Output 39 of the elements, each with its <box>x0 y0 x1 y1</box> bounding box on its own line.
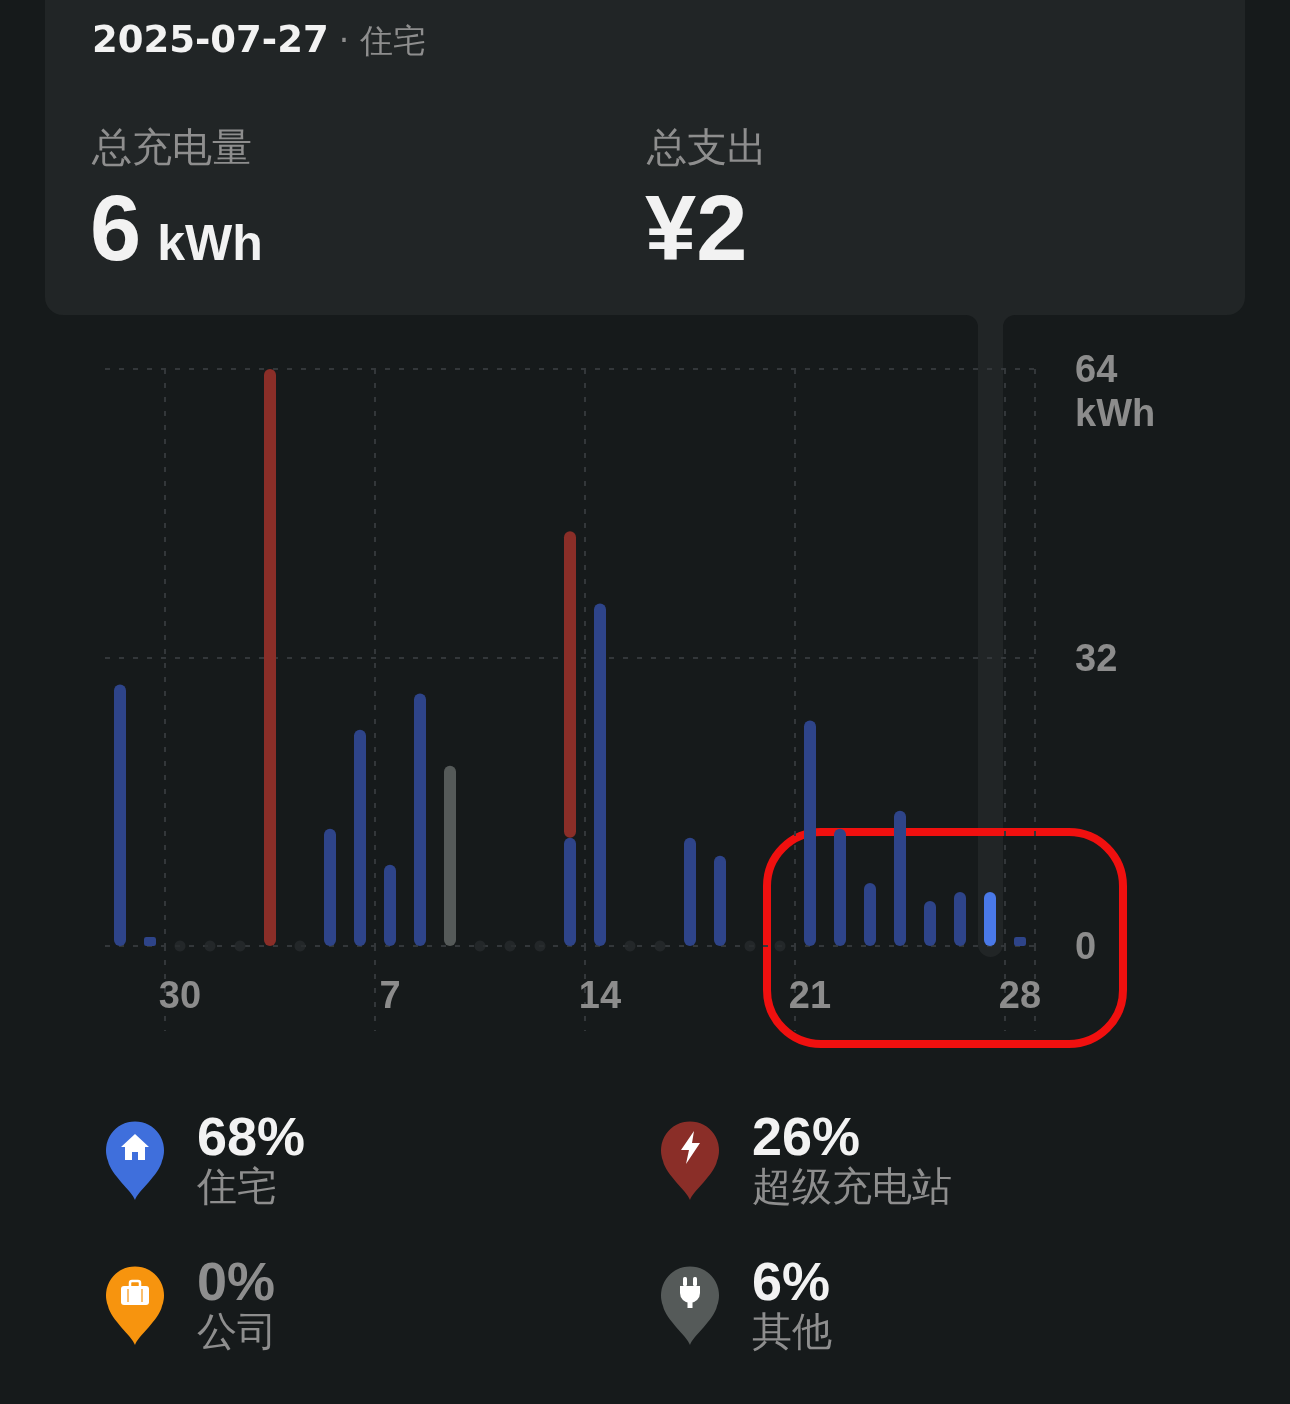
bar <box>834 828 846 946</box>
bar <box>894 810 906 946</box>
bar <box>984 891 996 946</box>
bar <box>324 828 336 946</box>
text: 2025-07-27 <box>92 18 329 62</box>
y-tick-label: 32 <box>1075 636 1118 679</box>
bar <box>924 900 936 946</box>
bar <box>684 837 696 946</box>
bar <box>414 693 426 946</box>
text: kWh <box>157 215 263 273</box>
text: 68% <box>197 1105 306 1166</box>
y-tick-label: 64 <box>1075 348 1118 390</box>
bar <box>594 603 606 946</box>
y-axis-title: kWh <box>1075 392 1156 436</box>
x-tick-label: 7 <box>379 974 401 1016</box>
legend-label: 住宅 <box>197 1163 277 1209</box>
text: 26% <box>752 1105 861 1166</box>
bar <box>354 729 366 946</box>
x-tick-label: 30 <box>158 974 202 1016</box>
bar <box>954 891 966 946</box>
x-tick-label: 21 <box>788 974 832 1016</box>
legend-label: 超级充电站 <box>752 1163 952 1209</box>
text: ¥2 <box>645 176 748 281</box>
text: 总充电量 <box>92 124 252 170</box>
x-tick-label: 28 <box>998 974 1042 1016</box>
bar <box>804 720 816 946</box>
bar <box>864 882 876 946</box>
bar <box>264 369 276 946</box>
x-tick-label: 14 <box>578 974 622 1016</box>
bar <box>114 684 126 946</box>
bar <box>714 855 726 946</box>
bar <box>444 765 456 946</box>
text: 6 <box>90 176 142 281</box>
bar <box>384 864 396 946</box>
text: · 住宅 <box>338 21 426 60</box>
bar <box>564 531 576 838</box>
text: 总支出 <box>647 124 767 170</box>
y-tick-label: 0 <box>1075 925 1097 967</box>
bar <box>564 837 576 946</box>
